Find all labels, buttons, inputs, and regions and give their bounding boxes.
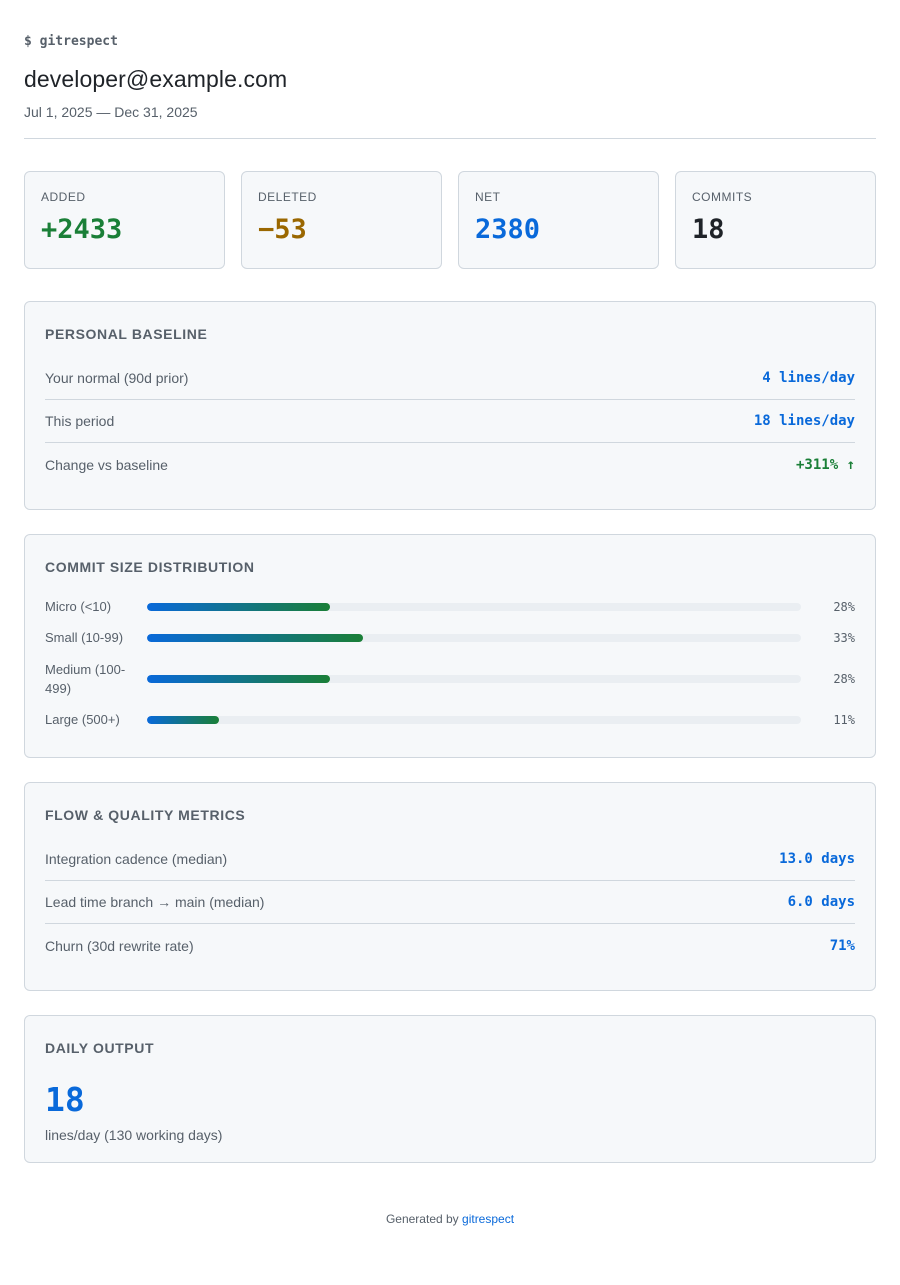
panel-title: FLOW & QUALITY METRICS: [45, 807, 246, 823]
flow-row: Integration cadence (median) 13.0 days: [45, 838, 855, 881]
stat-value: 18: [692, 214, 725, 245]
gitrespect-link[interactable]: gitrespect: [462, 1212, 515, 1226]
bar-label: Large (500+): [45, 712, 120, 727]
stat-label: COMMITS: [692, 190, 753, 204]
bar-label: Medium (100-499): [45, 661, 126, 696]
flow-row: Lead time branch → main (median) 6.0 day…: [45, 881, 855, 924]
row-value: 4 lines/day: [762, 370, 855, 386]
footer: Generated by gitrespect: [0, 1212, 900, 1226]
footer-text: Generated by: [385, 1212, 459, 1226]
baseline-row: Change vs baseline +311% ↑: [45, 443, 855, 486]
row-value: 18 lines/day: [753, 413, 855, 429]
baseline-rows: Your normal (90d prior) 4 lines/day This…: [45, 357, 855, 486]
bar-row: Micro (<10) 28%: [45, 591, 855, 622]
baseline-row: This period 18 lines/day: [45, 400, 855, 443]
flow-row: Churn (30d rewrite rate) 71%: [45, 924, 855, 967]
stat-card-added: ADDED +2433: [24, 171, 225, 269]
commit-size-distribution-panel: COMMIT SIZE DISTRIBUTION Micro (<10) 28%…: [24, 534, 876, 758]
panel-title: PERSONAL BASELINE: [45, 326, 208, 342]
page-title: developer@example.com: [24, 66, 288, 92]
personal-baseline-panel: PERSONAL BASELINE Your normal (90d prior…: [24, 301, 876, 510]
row-label: Integration cadence (median): [45, 851, 228, 867]
bar-row: Small (10-99) 33%: [45, 622, 855, 653]
row-value: 71%: [829, 937, 855, 954]
bar-label: Micro (<10): [45, 599, 112, 614]
summary-stats: ADDED +2433 DELETED −53 NET 2380 COMMITS…: [24, 171, 876, 269]
stat-value: 2380: [475, 214, 541, 245]
row-value: 6.0 days: [787, 894, 855, 910]
bar-percent: 33%: [833, 630, 855, 645]
cli-prompt: $ gitrespect: [24, 34, 118, 49]
flow-quality-metrics-panel: FLOW & QUALITY METRICS Integration caden…: [24, 782, 876, 991]
daily-output-value: 18: [45, 1080, 85, 1119]
bar-track: [147, 633, 801, 642]
stat-label: ADDED: [41, 190, 86, 204]
header-divider: [24, 138, 876, 139]
bar-row: Medium (100-499) 28%: [45, 653, 855, 704]
row-label: Churn (30d rewrite rate): [45, 937, 194, 954]
stat-value: −53: [258, 214, 307, 245]
row-value-change: +311% ↑: [795, 456, 855, 473]
date-range: Jul 1, 2025 — Dec 31, 2025: [24, 104, 198, 120]
stat-card-commits: COMMITS 18: [675, 171, 876, 269]
daily-output-subtitle: lines/day (130 working days): [45, 1127, 223, 1143]
bar-percent: 28%: [833, 671, 855, 686]
panel-title: DAILY OUTPUT: [45, 1040, 155, 1056]
bar-track: [147, 602, 801, 611]
row-value: 13.0 days: [779, 851, 855, 867]
bar-track: [147, 715, 801, 724]
bar-track: [147, 674, 801, 683]
bar-label: Small (10-99): [45, 630, 124, 645]
panel-title: COMMIT SIZE DISTRIBUTION: [45, 559, 255, 575]
baseline-row: Your normal (90d prior) 4 lines/day: [45, 357, 855, 400]
distribution-bars: Micro (<10) 28% Small (10-99) 33% Medium…: [45, 591, 855, 735]
stat-card-net: NET 2380: [458, 171, 659, 269]
bar-fill: [147, 674, 331, 683]
stat-value: +2433: [41, 214, 123, 245]
row-label: Change vs baseline: [45, 456, 168, 473]
bar-percent: 28%: [833, 599, 855, 614]
row-label: Lead time branch → main (median): [45, 894, 265, 910]
stat-label: NET: [475, 190, 501, 204]
bar-fill: [147, 715, 219, 724]
row-label: This period: [45, 413, 115, 429]
daily-output-panel: DAILY OUTPUT 18 lines/day (130 working d…: [24, 1015, 876, 1163]
flow-rows: Integration cadence (median) 13.0 days L…: [45, 838, 855, 967]
stat-label: DELETED: [258, 190, 317, 204]
bar-percent: 11%: [833, 712, 855, 727]
bar-fill: [147, 633, 363, 642]
bar-fill: [147, 602, 331, 611]
stat-card-deleted: DELETED −53: [241, 171, 442, 269]
bar-row: Large (500+) 11%: [45, 704, 855, 735]
row-label: Your normal (90d prior): [45, 370, 189, 386]
